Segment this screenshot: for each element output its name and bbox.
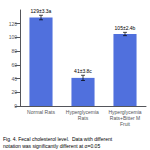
- svg-text:120: 120: [9, 21, 18, 27]
- svg-text:Hyperglycemia: Hyperglycemia: [108, 109, 142, 115]
- svg-text:40: 40: [11, 76, 17, 82]
- svg-text:105±2.4b: 105±2.4b: [115, 25, 136, 31]
- svg-text:Rats+Bitter M: Rats+Bitter M: [109, 115, 141, 121]
- svg-text:20: 20: [11, 89, 17, 95]
- svg-text:Rats: Rats: [78, 115, 89, 121]
- svg-text:Fruit: Fruit: [120, 121, 131, 127]
- svg-text:0: 0: [14, 103, 17, 109]
- svg-text:Fig. 4. Fecal cholesterol leve: Fig. 4. Fecal cholesterol level. Data wi…: [3, 136, 113, 142]
- svg-text:41±3.8c: 41±3.8c: [74, 68, 92, 74]
- svg-text:60: 60: [11, 62, 17, 68]
- svg-text:129±3.3a: 129±3.3a: [31, 8, 52, 14]
- svg-text:80: 80: [11, 48, 17, 54]
- svg-text:Normal Rats: Normal Rats: [27, 109, 55, 115]
- svg-text:notation was significantly dif: notation was significantly different at …: [3, 143, 100, 149]
- svg-text:100: 100: [9, 34, 18, 40]
- svg-text:Hyperglycemia: Hyperglycemia: [65, 109, 101, 115]
